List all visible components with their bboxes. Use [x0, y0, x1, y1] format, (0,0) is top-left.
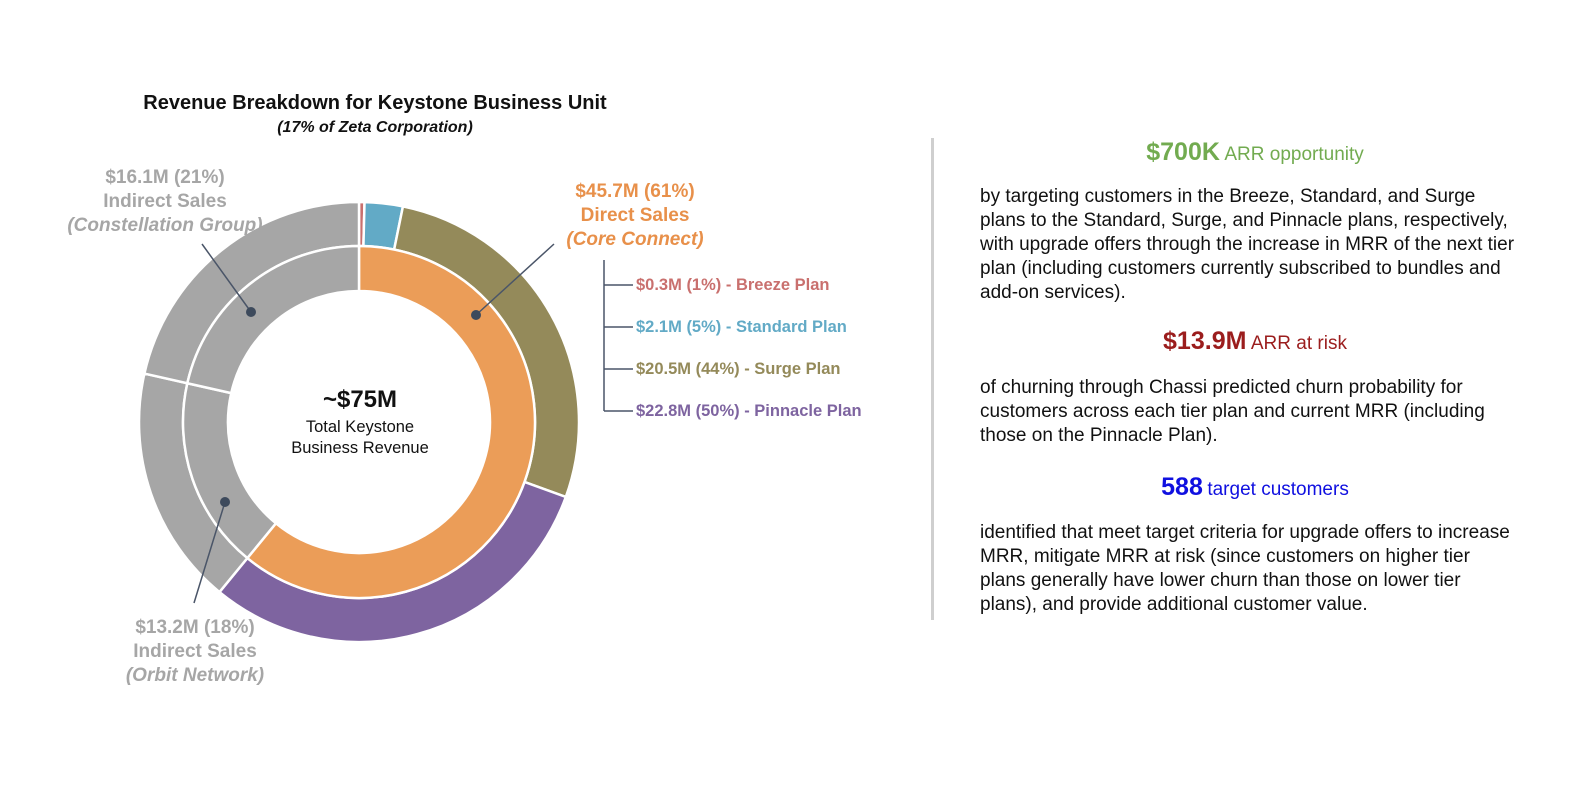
metric-arr-at-risk: $13.9M ARR at risk — [980, 327, 1530, 356]
metric-arr-opportunity-text: by targeting customers in the Breeze, St… — [980, 186, 1515, 303]
plan-bracket — [603, 260, 633, 412]
vertical-divider — [931, 138, 934, 620]
leader-line-constellation — [201, 243, 252, 313]
plan-label-surge: $20.5M (44%) - Surge Plan — [636, 360, 841, 378]
metric-arr-at-risk-value: $13.9M — [1163, 327, 1247, 355]
label-orbit-channel: (Orbit Network) — [125, 665, 265, 686]
inner-ring — [181, 244, 537, 600]
chart-subtitle: (17% of Zeta Corporation) — [277, 119, 473, 136]
label-constellation-amount: $16.1M (21%) — [105, 167, 225, 188]
metric-target-customers-label: target customers — [1207, 479, 1349, 500]
center-label-line2: Business Revenue — [291, 439, 429, 457]
metric-target-customers-text: identified that meet target criteria for… — [980, 522, 1510, 615]
leader-line-direct — [475, 243, 555, 316]
label-constellation: $16.1M (21%) Indirect Sales (Constellati… — [40, 166, 290, 238]
metric-arr-at-risk-text: of churning through Chassi predicted chu… — [980, 377, 1485, 446]
label-orbit-name: Indirect Sales — [133, 641, 257, 662]
chart-title: Revenue Breakdown for Keystone Business … — [143, 92, 607, 114]
label-constellation-name: Indirect Sales — [103, 191, 227, 212]
plan-label-standard: $2.1M (5%) - Standard Plan — [636, 318, 847, 336]
plan-label-pinnacle: $22.8M (50%) - Pinnacle Plan — [636, 402, 862, 420]
plan-label-breeze: $0.3M (1%) - Breeze Plan — [636, 276, 830, 294]
label-orbit: $13.2M (18%) Indirect Sales (Orbit Netwo… — [80, 616, 310, 688]
leader-dot-constellation — [246, 307, 256, 317]
leader-lines — [193, 243, 633, 604]
metric-arr-opportunity: $700K ARR opportunity — [980, 138, 1530, 167]
leader-line-orbit — [193, 501, 226, 604]
metric-target-customers: 588 target customers — [980, 473, 1530, 502]
label-constellation-channel: (Constellation Group) — [67, 215, 263, 236]
inner-ring-slice-0 — [245, 244, 537, 600]
label-direct: $45.7M (61%) Direct Sales (Core Connect) — [520, 180, 750, 252]
metric-arr-at-risk-label: ARR at risk — [1250, 333, 1347, 354]
label-direct-name: Direct Sales — [580, 205, 690, 226]
label-direct-channel: (Core Connect) — [566, 229, 704, 250]
label-orbit-amount: $13.2M (18%) — [135, 617, 255, 638]
center-total-value: ~$75M — [322, 386, 398, 413]
label-direct-amount: $45.7M (61%) — [575, 181, 695, 202]
center-total-label: Total Keystone Business Revenue — [260, 417, 460, 459]
center-label-line1: Total Keystone — [305, 418, 415, 436]
metric-arr-opportunity-label: ARR opportunity — [1224, 144, 1364, 165]
leader-dot-direct — [471, 310, 481, 320]
inner-ring-slice-2 — [185, 244, 361, 395]
metric-arr-opportunity-value: $700K — [1146, 138, 1220, 166]
metric-target-customers-value: 588 — [1161, 473, 1203, 501]
leader-dot-orbit — [220, 497, 230, 507]
